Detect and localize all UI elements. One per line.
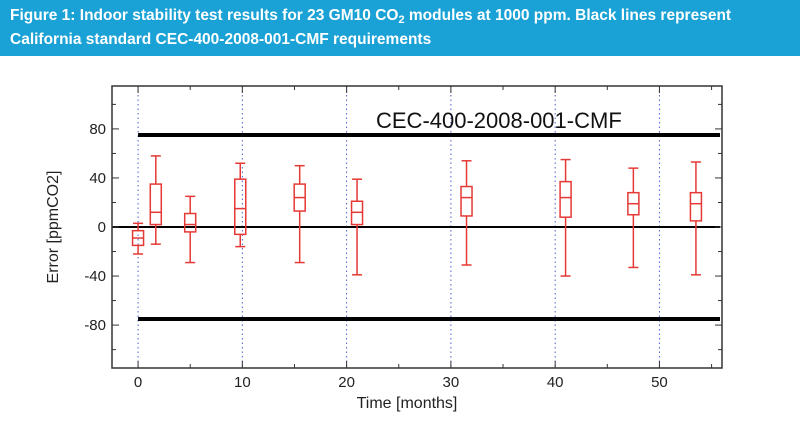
y-axis-label: Error [ppmCO2] [45, 171, 62, 284]
x-tick-label: 10 [234, 374, 251, 391]
box-item [234, 162, 247, 248]
caption-subscript: 2 [398, 14, 405, 26]
x-axis-label: Time [months] [357, 395, 458, 412]
chart-figure: -80 -40 0 40 80 0 10 20 30 40 50 CEC-400-2008-001-… [0, 56, 800, 439]
box-item [559, 158, 572, 277]
x-tick-label: 20 [338, 374, 355, 391]
reference-lines [112, 133, 720, 321]
box-item [689, 161, 703, 276]
box-rect [689, 191, 703, 222]
box-rect [234, 178, 247, 236]
grid-lines [137, 86, 660, 368]
box-item [627, 167, 640, 269]
x-tick-label: 50 [651, 374, 668, 391]
y-tick-label: 0 [98, 219, 106, 236]
box-item [131, 222, 145, 255]
box-item [293, 164, 306, 264]
caption-text: Figure 1: Indoor stability test results … [10, 7, 399, 24]
box-item [183, 195, 197, 264]
box-rect [183, 212, 197, 233]
y-tick-label: -80 [84, 317, 106, 334]
axis-ticks: -80 -40 0 40 80 0 10 20 30 40 50 [84, 86, 722, 391]
figure-caption: Figure 1: Indoor stability test results … [0, 0, 800, 56]
box-item [149, 155, 163, 245]
y-tick-label: 80 [89, 121, 106, 138]
box-rect [149, 183, 163, 226]
box-rect [559, 180, 572, 218]
y-tick-label: 40 [89, 170, 106, 187]
box-plot-chart: -80 -40 0 40 80 0 10 20 30 40 50 CEC-400-2008-001-… [45, 85, 723, 412]
standard-annotation: CEC-400-2008-001-CMF [376, 108, 622, 133]
caption-text-cont: modules at 1000 ppm. Black lines represe… [10, 7, 732, 48]
box-item [460, 160, 473, 266]
box-item [350, 178, 364, 276]
box-rect [460, 185, 473, 217]
x-tick-label: 40 [547, 374, 564, 391]
x-tick-label: 30 [443, 374, 460, 391]
box-series [131, 155, 703, 277]
x-tick-label: 0 [134, 374, 142, 391]
y-tick-label: -40 [84, 268, 106, 285]
